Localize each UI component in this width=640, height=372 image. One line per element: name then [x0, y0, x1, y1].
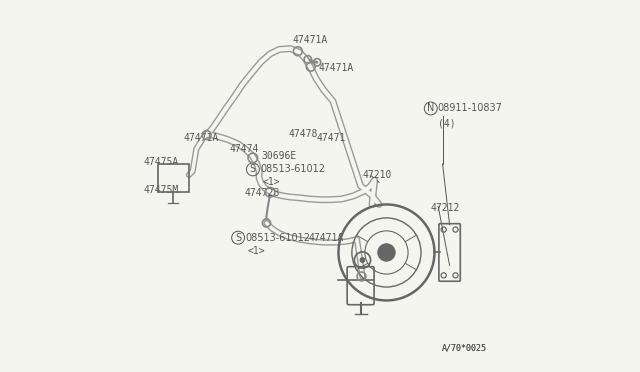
- Text: 08513-61012: 08513-61012: [260, 164, 325, 174]
- Text: 47475M: 47475M: [143, 185, 179, 195]
- Text: (4): (4): [438, 118, 456, 128]
- Text: 47471A: 47471A: [309, 233, 344, 243]
- Text: 47474: 47474: [230, 144, 259, 154]
- Text: A/70*0025: A/70*0025: [442, 344, 487, 353]
- Text: 47212: 47212: [431, 203, 460, 213]
- Text: 47471A: 47471A: [292, 35, 328, 45]
- Text: S: S: [250, 164, 256, 174]
- Text: N: N: [427, 103, 435, 113]
- Text: <1>: <1>: [263, 177, 280, 187]
- Text: 47471A: 47471A: [318, 63, 353, 73]
- Circle shape: [360, 258, 365, 262]
- Text: 47471A: 47471A: [184, 133, 219, 143]
- Text: 47475A: 47475A: [143, 157, 179, 167]
- Text: <1>: <1>: [248, 246, 266, 256]
- Text: 30696E: 30696E: [261, 151, 296, 161]
- Text: 47471: 47471: [316, 133, 346, 143]
- Text: 47210: 47210: [362, 170, 392, 180]
- Text: S: S: [235, 233, 241, 243]
- Text: A/70*0025: A/70*0025: [442, 344, 487, 353]
- Bar: [157, 164, 189, 192]
- Circle shape: [378, 244, 395, 261]
- Text: 47478: 47478: [289, 129, 318, 139]
- Text: 08513-61012: 08513-61012: [245, 233, 310, 243]
- Text: 47472B: 47472B: [244, 188, 280, 198]
- Text: 08911-10837: 08911-10837: [437, 103, 502, 113]
